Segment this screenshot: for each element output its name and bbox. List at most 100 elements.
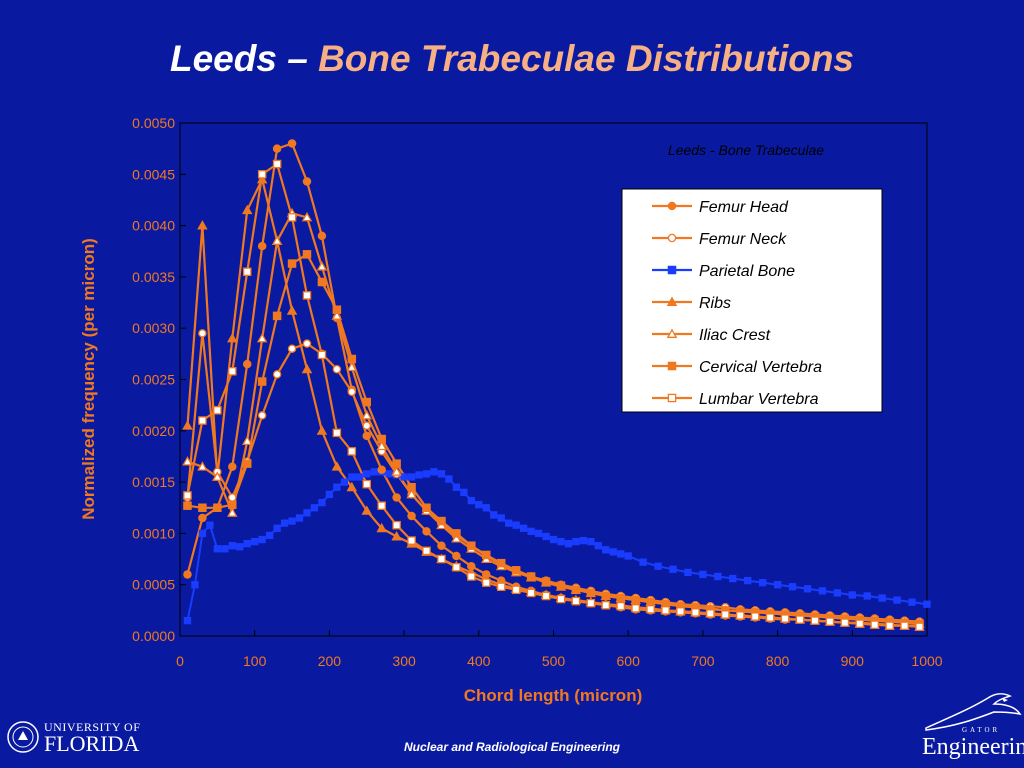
data-point-parietal-bone	[624, 552, 632, 560]
data-point-parietal-bone	[407, 473, 416, 481]
data-point-lumbar-vertebra	[855, 619, 865, 628]
data-point-parietal-bone	[452, 483, 461, 491]
data-point-femur-neck	[362, 421, 371, 430]
legend-item-iliac-crest: Iliac Crest	[652, 327, 771, 344]
data-point-parietal-bone	[363, 470, 371, 478]
data-point-parietal-bone	[191, 581, 199, 589]
data-point-parietal-bone	[333, 483, 341, 491]
data-point-ribs	[391, 530, 402, 541]
y-tick-label: 0.0015	[132, 474, 175, 490]
data-point-parietal-bone	[893, 596, 901, 604]
data-point-parietal-bone	[385, 470, 393, 478]
legend-item-ribs: Ribs	[652, 295, 731, 312]
x-tick-label: 400	[467, 653, 491, 669]
data-point-parietal-bone	[198, 529, 207, 538]
data-point-femur-head	[198, 513, 207, 523]
data-point-femur-head	[257, 241, 267, 251]
legend: Femur Head Femur Neck Parietal Bone Ribs Ili…	[621, 188, 883, 413]
data-point-parietal-bone	[280, 519, 289, 527]
data-point-parietal-bone	[340, 478, 348, 486]
data-point-cervical-vertebra	[302, 250, 312, 259]
data-point-parietal-bone	[318, 498, 326, 507]
legend-swatch-marker	[667, 393, 677, 403]
data-point-parietal-bone	[549, 535, 558, 544]
data-point-parietal-bone	[422, 470, 431, 478]
data-point-lumbar-vertebra	[631, 604, 640, 613]
x-tick-label: 600	[617, 653, 641, 669]
data-point-ribs	[182, 420, 193, 430]
data-point-ribs	[256, 173, 268, 184]
data-point-parietal-bone	[572, 537, 580, 546]
legend-label: Iliac Crest	[699, 327, 771, 344]
data-point-lumbar-vertebra	[332, 428, 342, 438]
axis-ticks: 0.0000 0.0005 0.0010 0.0015 0.0020 0.0025 0.00…	[132, 115, 943, 669]
data-point-parietal-bone	[714, 572, 722, 581]
data-point-cervical-vertebra	[377, 434, 386, 444]
data-point-iliac-crest	[346, 361, 358, 372]
data-point-parietal-bone	[213, 545, 222, 553]
data-point-lumbar-vertebra	[272, 159, 282, 169]
data-point-cervical-vertebra	[257, 377, 267, 386]
data-point-ribs	[376, 522, 387, 533]
data-point-parietal-bone	[557, 537, 565, 546]
data-point-parietal-bone	[684, 568, 692, 577]
data-point-parietal-bone	[460, 488, 468, 497]
data-point-parietal-bone	[251, 537, 259, 546]
data-point-lumbar-vertebra	[302, 291, 312, 300]
data-point-parietal-bone	[534, 529, 543, 538]
data-point-femur-head	[422, 527, 431, 536]
chart-title: Leeds - Bone Trabeculae	[668, 142, 824, 158]
data-point-parietal-bone	[579, 536, 588, 545]
data-point-iliac-crest	[227, 507, 238, 517]
data-point-parietal-bone	[221, 545, 229, 553]
data-point-femur-neck	[198, 329, 207, 338]
data-point-cervical-vertebra	[228, 500, 237, 509]
data-point-cervical-vertebra	[317, 277, 327, 287]
data-point-parietal-bone	[228, 542, 236, 550]
data-point-lumbar-vertebra	[198, 416, 207, 425]
data-point-parietal-bone	[609, 548, 617, 556]
data-point-femur-head	[272, 144, 282, 153]
data-point-cervical-vertebra	[198, 503, 207, 512]
data-point-parietal-bone	[482, 504, 490, 512]
data-point-ribs	[197, 220, 208, 230]
data-point-lumbar-vertebra	[228, 367, 237, 376]
data-point-parietal-bone	[505, 519, 513, 527]
data-point-femur-head	[287, 139, 297, 148]
data-point-femur-head	[437, 541, 446, 550]
y-tick-label: 0.0035	[132, 269, 175, 285]
y-tick-label: 0.0010	[132, 525, 175, 541]
slide-title: Leeds – Bone Trabeculae Distributions	[0, 38, 1024, 80]
x-tick-label: 900	[841, 653, 865, 669]
data-point-cervical-vertebra	[287, 259, 297, 268]
data-point-cervical-vertebra	[631, 595, 640, 605]
data-point-lumbar-vertebra	[750, 612, 760, 621]
data-point-iliac-crest	[406, 488, 417, 499]
data-point-lumbar-vertebra	[541, 591, 551, 601]
data-point-femur-head	[392, 493, 401, 502]
legend-label: Femur Head	[699, 199, 789, 216]
data-point-femur-head	[228, 462, 237, 471]
data-point-cervical-vertebra	[392, 459, 401, 468]
data-point-ribs	[316, 425, 328, 435]
data-point-lumbar-vertebra	[586, 598, 596, 608]
data-point-parietal-bone	[355, 473, 363, 481]
data-point-parietal-bone	[527, 527, 535, 535]
data-point-parietal-bone	[773, 581, 782, 589]
data-point-femur-head	[183, 570, 192, 579]
y-axis-label: Normalized frequency (per micron)	[79, 238, 98, 520]
data-point-femur-head	[452, 551, 461, 561]
data-point-parietal-bone	[803, 585, 812, 593]
data-point-ribs	[286, 305, 298, 315]
data-point-cervical-vertebra	[452, 529, 461, 538]
x-tick-label: 200	[318, 653, 342, 669]
data-point-cervical-vertebra	[242, 459, 252, 468]
gator-engineering-logo: GATOR Engineering	[918, 688, 1024, 764]
data-point-femur-neck	[347, 387, 357, 397]
data-point-lumbar-vertebra	[706, 609, 715, 618]
data-point-lumbar-vertebra	[422, 546, 431, 556]
y-tick-label: 0.0040	[132, 218, 175, 234]
data-point-iliac-crest	[301, 211, 313, 222]
data-point-lumbar-vertebra	[765, 613, 775, 622]
data-point-lumbar-vertebra	[556, 594, 566, 604]
